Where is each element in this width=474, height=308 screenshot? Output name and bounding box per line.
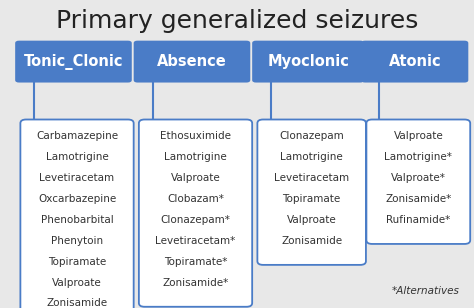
Text: Lamotrigine: Lamotrigine: [46, 152, 109, 162]
Text: Absence: Absence: [157, 54, 227, 69]
Text: Zonisamide: Zonisamide: [46, 298, 108, 308]
FancyBboxPatch shape: [366, 120, 470, 244]
Text: Valproate: Valproate: [287, 215, 337, 225]
Text: Primary generalized seizures: Primary generalized seizures: [56, 9, 418, 33]
Text: Lamotrigine: Lamotrigine: [164, 152, 227, 162]
Text: Myoclonic: Myoclonic: [267, 54, 349, 69]
Text: Rufinamide*: Rufinamide*: [386, 215, 450, 225]
Text: Ethosuximide: Ethosuximide: [160, 131, 231, 141]
Text: Clobazam*: Clobazam*: [167, 194, 224, 204]
FancyBboxPatch shape: [139, 120, 252, 307]
Text: Phenytoin: Phenytoin: [51, 236, 103, 245]
Text: Topiramate: Topiramate: [283, 194, 341, 204]
Text: Topiramate*: Topiramate*: [164, 257, 227, 266]
FancyBboxPatch shape: [15, 41, 132, 83]
Text: Zonisamide: Zonisamide: [281, 236, 342, 245]
Text: Clonazepam: Clonazepam: [279, 131, 344, 141]
Text: Phenobarbital: Phenobarbital: [41, 215, 113, 225]
Text: Valproate: Valproate: [52, 278, 102, 287]
FancyBboxPatch shape: [20, 120, 134, 308]
FancyBboxPatch shape: [134, 41, 250, 83]
Text: Valproate: Valproate: [393, 131, 443, 141]
Text: Zonisamide*: Zonisamide*: [385, 194, 451, 204]
Text: Levetiracetam: Levetiracetam: [39, 173, 115, 183]
Text: Lamotrigine: Lamotrigine: [280, 152, 343, 162]
Text: Lamotrigine*: Lamotrigine*: [384, 152, 452, 162]
FancyBboxPatch shape: [252, 41, 364, 83]
Text: Levetiracetam*: Levetiracetam*: [155, 236, 236, 245]
Text: Carbamazepine: Carbamazepine: [36, 131, 118, 141]
FancyBboxPatch shape: [361, 41, 468, 83]
Text: *Alternatives: *Alternatives: [392, 286, 460, 296]
FancyBboxPatch shape: [257, 120, 366, 265]
Text: Atonic: Atonic: [388, 54, 441, 69]
Text: Zonisamide*: Zonisamide*: [163, 278, 228, 287]
Text: Valproate: Valproate: [171, 173, 220, 183]
Text: Clonazepam*: Clonazepam*: [161, 215, 230, 225]
Text: Tonic_Clonic: Tonic_Clonic: [24, 54, 123, 70]
Text: Topiramate: Topiramate: [48, 257, 106, 266]
Text: Oxcarbazepine: Oxcarbazepine: [38, 194, 116, 204]
Text: Levetiracetam: Levetiracetam: [274, 173, 349, 183]
Text: Valproate*: Valproate*: [391, 173, 446, 183]
